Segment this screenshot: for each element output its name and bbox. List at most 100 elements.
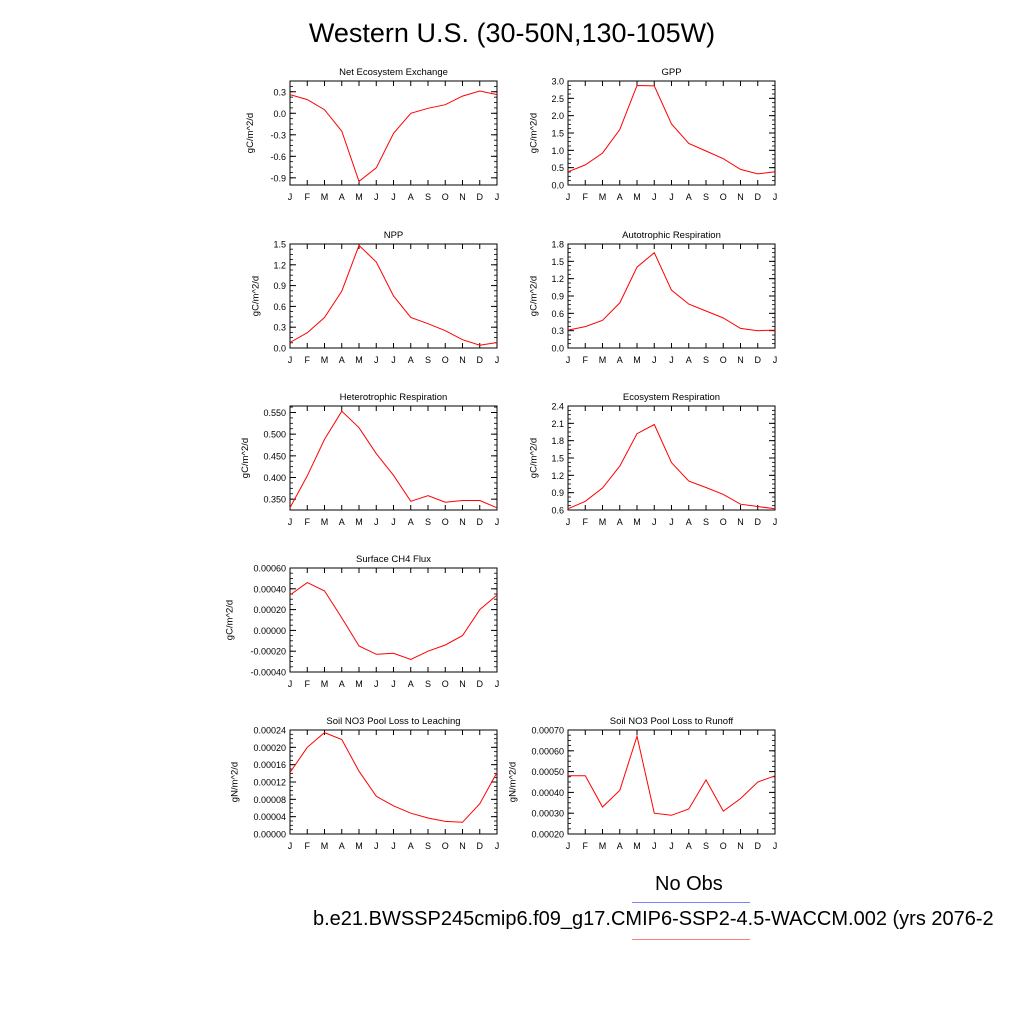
- x-tick-label: J: [391, 517, 396, 527]
- x-tick-label: S: [425, 679, 431, 689]
- x-tick-label: M: [599, 355, 607, 365]
- y-tick-label: 0.00070: [531, 726, 564, 736]
- y-tick-label: 1.0: [551, 146, 564, 156]
- x-tick-label: N: [459, 679, 466, 689]
- y-axis-label: gC/m^2/d: [245, 113, 256, 153]
- series-line: [567, 423, 776, 510]
- x-tick-label: O: [720, 355, 727, 365]
- x-tick-label: S: [703, 355, 709, 365]
- x-tick-label: S: [703, 517, 709, 527]
- y-tick-label: 2.5: [551, 94, 564, 104]
- y-tick-label: 0.00060: [531, 746, 564, 756]
- y-tick-label: 0.550: [263, 408, 286, 418]
- y-tick-label: 0.400: [263, 473, 286, 483]
- y-axis-label: gC/m^2/d: [240, 438, 251, 478]
- legend-obs-label: No Obs: [655, 873, 723, 895]
- x-tick-label: O: [442, 679, 449, 689]
- y-tick-label: 0.0: [273, 344, 286, 354]
- y-tick-label: 0.3: [273, 87, 286, 97]
- y-tick-label: 2.1: [551, 419, 564, 429]
- x-tick-label: A: [339, 841, 345, 851]
- x-tick-label: N: [737, 192, 744, 202]
- x-tick-label: D: [755, 517, 762, 527]
- x-tick-label: M: [599, 192, 607, 202]
- y-tick-label: 0.00050: [531, 767, 564, 777]
- y-tick-label: 0.9: [551, 292, 564, 302]
- y-tick-label: 0.00016: [253, 760, 286, 770]
- x-tick-label: F: [305, 841, 311, 851]
- x-tick-label: M: [355, 841, 363, 851]
- panel-title: Heterotrophic Respiration: [340, 392, 448, 403]
- panel-title: Ecosystem Respiration: [623, 392, 720, 403]
- x-tick-label: A: [339, 192, 345, 202]
- y-tick-label: -0.00040: [250, 668, 286, 678]
- y-tick-label: 3.0: [551, 77, 564, 87]
- y-tick-label: 0.00030: [531, 809, 564, 819]
- x-tick-label: J: [288, 679, 293, 689]
- x-tick-label: J: [288, 841, 293, 851]
- y-tick-label: 0.6: [551, 309, 564, 319]
- y-tick-label: 2.4: [551, 402, 564, 412]
- y-tick-label: 1.5: [551, 257, 564, 267]
- x-tick-label: S: [425, 192, 431, 202]
- y-tick-label: 0.3: [273, 323, 286, 333]
- series-line: [289, 410, 498, 509]
- x-tick-label: J: [773, 517, 778, 527]
- y-axis-label: gN/m^2/d: [230, 762, 241, 802]
- x-tick-label: A: [686, 355, 692, 365]
- x-tick-label: N: [459, 355, 466, 365]
- y-tick-label: 0.00008: [253, 795, 286, 805]
- y-tick-label: -0.00020: [250, 647, 286, 657]
- x-tick-label: J: [773, 192, 778, 202]
- x-tick-label: N: [459, 517, 466, 527]
- x-tick-label: O: [720, 192, 727, 202]
- x-tick-label: J: [374, 192, 379, 202]
- x-tick-label: S: [425, 841, 431, 851]
- x-tick-label: J: [391, 355, 396, 365]
- series-line: [567, 251, 776, 332]
- x-tick-label: J: [669, 517, 674, 527]
- x-tick-label: M: [321, 355, 329, 365]
- x-tick-label: J: [652, 192, 657, 202]
- x-tick-label: J: [374, 679, 379, 689]
- x-tick-label: A: [617, 355, 623, 365]
- legend-model-label: b.e21.BWSSP245cmip6.f09_g17.CMIP6-SSP2-4…: [313, 908, 994, 930]
- x-tick-label: J: [495, 679, 500, 689]
- x-tick-label: J: [652, 841, 657, 851]
- x-tick-label: S: [703, 841, 709, 851]
- plot-frame: [567, 729, 776, 835]
- x-tick-label: N: [737, 841, 744, 851]
- x-tick-label: J: [391, 841, 396, 851]
- x-tick-label: M: [633, 192, 641, 202]
- plot-frame: [567, 243, 776, 349]
- y-tick-label: 1.2: [551, 471, 564, 481]
- x-tick-label: O: [442, 355, 449, 365]
- y-tick-label: 1.5: [273, 240, 286, 250]
- y-tick-label: 0.00020: [531, 830, 564, 840]
- y-tick-label: 0.00000: [253, 830, 286, 840]
- y-tick-label: 1.2: [551, 274, 564, 284]
- y-tick-label: 0.00000: [253, 626, 286, 636]
- x-tick-label: N: [737, 355, 744, 365]
- y-axis-label: gC/m^2/d: [528, 276, 539, 316]
- x-tick-label: A: [408, 841, 414, 851]
- x-tick-label: D: [477, 355, 484, 365]
- panel-title: Soil NO3 Pool Loss to Leaching: [326, 716, 460, 727]
- x-tick-label: N: [459, 841, 466, 851]
- series-line: [289, 90, 498, 183]
- y-tick-label: 1.8: [551, 436, 564, 446]
- x-tick-label: J: [773, 355, 778, 365]
- x-tick-label: J: [495, 192, 500, 202]
- x-tick-label: F: [583, 841, 589, 851]
- x-tick-label: M: [633, 841, 641, 851]
- panel-title: Surface CH4 Flux: [356, 554, 431, 565]
- plot-frame: [289, 405, 498, 511]
- x-tick-label: F: [305, 679, 311, 689]
- series-line: [568, 734, 776, 816]
- x-tick-label: J: [566, 192, 571, 202]
- x-tick-label: D: [477, 192, 484, 202]
- y-tick-label: 0.500: [263, 430, 286, 440]
